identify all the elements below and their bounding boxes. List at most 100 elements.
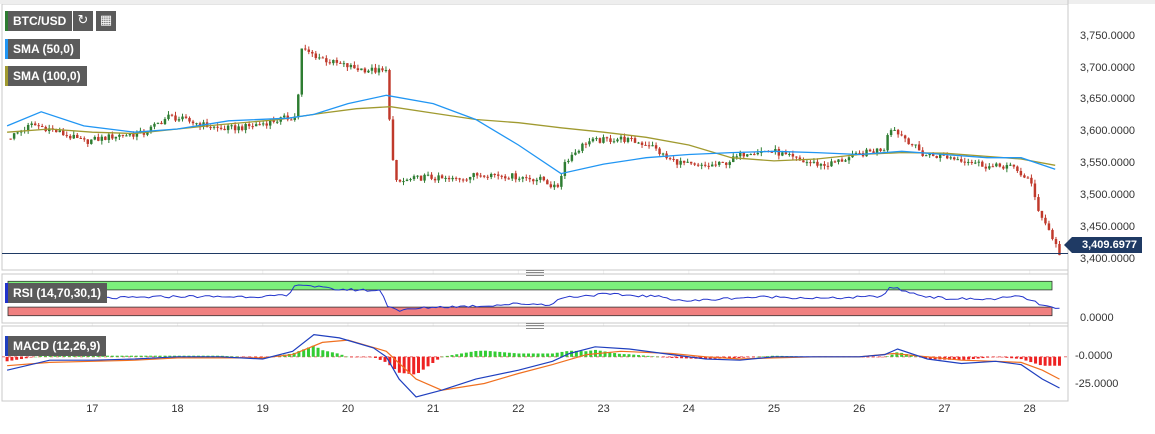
macd-histogram-bar (364, 356, 368, 358)
candle-body (174, 115, 177, 121)
macd-histogram-bar (603, 351, 607, 357)
candle-body (304, 48, 307, 50)
macd-histogram-bar (861, 356, 865, 358)
macd-pane-bg (1, 325, 1069, 402)
candle-body (65, 135, 68, 137)
candle-body (54, 129, 58, 133)
candle-body (707, 165, 710, 167)
candle-body (209, 127, 212, 129)
macd-histogram-bar (914, 356, 918, 357)
candle-body (335, 59, 339, 63)
refresh-button[interactable]: ↻ (73, 11, 93, 31)
candle-body (672, 158, 675, 160)
candle-body (581, 143, 584, 151)
candle-body (812, 161, 816, 163)
candle-body (795, 156, 798, 158)
macd-histogram-bar (225, 356, 229, 357)
candle-body (314, 53, 318, 59)
candle-body (482, 175, 486, 177)
candle-body (146, 132, 149, 135)
macd-label[interactable]: MACD (12,26,9) (5, 336, 107, 356)
candle-body (33, 123, 37, 126)
macd-histogram-bar (957, 356, 961, 361)
candle-body (914, 144, 917, 146)
candle-body (156, 122, 160, 124)
candle-body (746, 154, 749, 157)
macd-histogram-bar (866, 356, 870, 358)
candle-body (542, 176, 546, 181)
macd-histogram-bar (727, 356, 731, 359)
price-tick-label: 3,600.0000 (1080, 125, 1136, 138)
pane-resize-handle-macd[interactable] (526, 323, 544, 329)
candle-body (325, 58, 328, 63)
macd-histogram-bar (555, 352, 559, 357)
candle-body (9, 138, 12, 140)
candle-body (237, 126, 240, 131)
candle-body (468, 177, 472, 180)
candle-body (963, 161, 966, 163)
sma100-swatch (5, 66, 8, 86)
macd-histogram-bar (321, 350, 325, 357)
macd-tick-label: -25.0000 (1075, 377, 1119, 390)
macd-histogram-bar (742, 356, 746, 358)
candle-body (563, 162, 567, 176)
macd-histogram-bar (766, 356, 770, 357)
candle-body (388, 70, 391, 120)
candle-body (1033, 183, 1037, 198)
calendar-button[interactable]: ▦ (96, 11, 116, 31)
macd-histogram-bar (493, 351, 497, 357)
rsi-label[interactable]: RSI (14,70,30,1) (5, 283, 108, 303)
macd-histogram-bar (617, 353, 621, 357)
candle-body (26, 124, 30, 131)
macd-histogram-bar (613, 353, 617, 357)
pane-resize-handle-rsi[interactable] (526, 270, 544, 276)
candle-body (118, 134, 121, 137)
macd-histogram-bar (479, 350, 483, 357)
price-tick-label: 3,400.0000 (1080, 252, 1136, 265)
macd-histogram-bar (708, 356, 712, 359)
macd-histogram-bar (244, 356, 248, 358)
candle-body (532, 179, 535, 182)
macd-histogram-bar (474, 351, 478, 357)
candle-body (511, 173, 514, 179)
macd-histogram-bar (651, 356, 655, 357)
candle-body (423, 174, 426, 181)
symbol-label[interactable]: BTC/USD (5, 11, 73, 31)
candle-body (1019, 170, 1023, 176)
candle-body (991, 166, 995, 168)
macd-histogram-bar (1038, 356, 1042, 366)
candle-body (226, 125, 230, 131)
candle-body (181, 116, 184, 120)
symbol-text: BTC/USD (13, 14, 67, 28)
candle-body (261, 123, 265, 125)
candle-body (311, 51, 314, 54)
candle-body (700, 164, 703, 166)
macd-histogram-bar (86, 355, 90, 357)
macd-histogram-bar (704, 356, 708, 360)
candle-body (1051, 229, 1054, 240)
candle-body (710, 164, 714, 167)
candle-body (125, 135, 128, 137)
chart-panes (0, 0, 1155, 402)
macd-histogram-bar (359, 356, 363, 358)
candle-body (321, 57, 325, 59)
candle-body (83, 138, 86, 140)
candle-body (974, 162, 977, 164)
candle-body (493, 173, 496, 175)
sma100-label[interactable]: SMA (100,0) (5, 66, 87, 86)
candle-body (1040, 210, 1044, 218)
macd-histogram-bar (1034, 356, 1038, 364)
time-tick-label: 26 (853, 403, 866, 415)
candle-body (486, 176, 489, 178)
macd-histogram-bar (373, 356, 377, 358)
candle-body (79, 137, 83, 139)
candle-body (135, 133, 139, 137)
candle-body (833, 161, 837, 163)
macd-histogram-bar (952, 356, 956, 360)
candle-body (693, 163, 696, 165)
sma50-label[interactable]: SMA (50,0) (5, 39, 80, 59)
candle-body (605, 137, 609, 139)
candle-body (521, 177, 524, 179)
price-tick-label: 3,700.0000 (1080, 61, 1136, 74)
